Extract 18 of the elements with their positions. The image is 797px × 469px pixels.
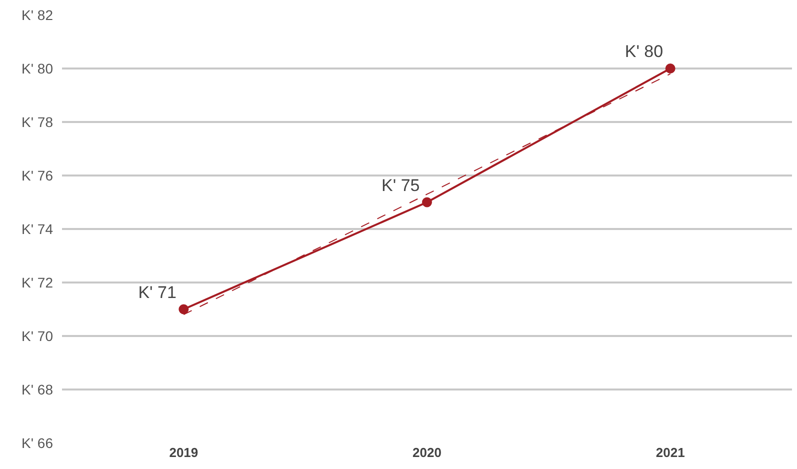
y-tick-label: K' 80 xyxy=(22,60,54,76)
data-label: K' 80 xyxy=(624,42,664,61)
x-tick-label: 2020 xyxy=(412,445,442,460)
x-tick-label: 2019 xyxy=(169,445,198,460)
y-tick-label: K' 74 xyxy=(22,220,54,237)
y-tick-label: K' 78 xyxy=(22,114,54,130)
y-tick-label: K' 76 xyxy=(22,167,54,184)
data-label: K' 71 xyxy=(138,282,176,302)
y-tick-label: K' 70 xyxy=(22,328,54,344)
data-label: K' 75 xyxy=(382,176,420,195)
x-tick-label: 2021 xyxy=(656,445,685,460)
y-tick-label: K' 66 xyxy=(22,434,54,451)
point xyxy=(178,304,189,314)
y-tick-label: K' 82 xyxy=(22,6,54,23)
y-tick-label: K' 72 xyxy=(22,274,54,290)
point xyxy=(422,197,432,208)
y-tick-label: K' 68 xyxy=(22,381,54,398)
point xyxy=(665,64,676,74)
